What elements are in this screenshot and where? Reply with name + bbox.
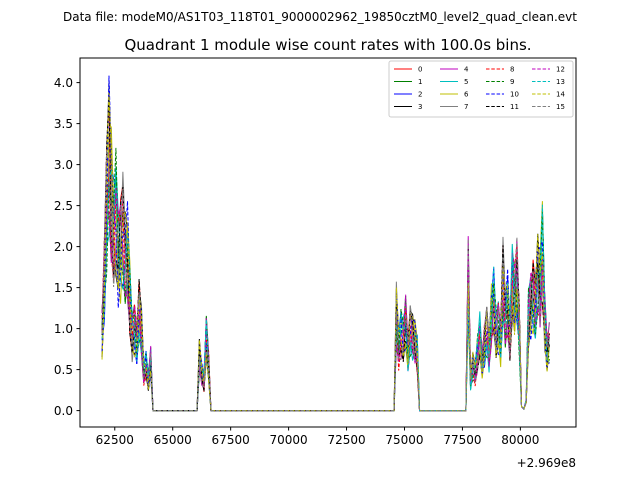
series-line-15 (101, 150, 550, 412)
legend-label-12: 12 (556, 66, 565, 74)
x-tick-label-0: 62500 (96, 433, 134, 447)
x-offset-label: +2.969e8 (517, 456, 576, 470)
x-tick-label-7: 80000 (501, 433, 539, 447)
series-line-9 (101, 147, 550, 412)
legend-label-11: 11 (510, 103, 519, 111)
legend-label-6: 6 (464, 91, 469, 99)
x-tick-label-2: 67500 (212, 433, 250, 447)
x-tick-label-4: 72500 (327, 433, 365, 447)
legend-label-7: 7 (464, 103, 468, 111)
legend-label-0: 0 (418, 66, 422, 74)
x-tick-label-5: 75000 (385, 433, 423, 447)
y-tick-label-6: 3.0 (54, 158, 73, 172)
legend-label-2: 2 (418, 91, 422, 99)
legend-label-3: 3 (418, 103, 422, 111)
legend-label-14: 14 (556, 91, 565, 99)
legend-label-5: 5 (464, 78, 468, 86)
y-tick-label-8: 4.0 (54, 76, 73, 90)
legend-box (388, 60, 574, 118)
legend-label-1: 1 (418, 78, 422, 86)
series-line-14 (101, 93, 550, 412)
legend-label-9: 9 (510, 78, 514, 86)
legend-label-4: 4 (464, 66, 469, 74)
series-line-13 (101, 169, 550, 412)
y-tick-label-5: 2.5 (54, 199, 73, 213)
axes-frame (79, 57, 577, 428)
series-line-10 (101, 75, 550, 412)
x-tick-label-6: 77500 (443, 433, 481, 447)
legend-label-13: 13 (556, 78, 565, 86)
x-tick-label-3: 70000 (270, 433, 308, 447)
y-tick-label-1: 0.5 (54, 363, 73, 377)
figure-suptitle: Data file: modeM0/AS1T03_118T01_90000029… (63, 10, 577, 24)
x-tick-label-1: 65000 (154, 433, 192, 447)
chart-title: Quadrant 1 module wise count rates with … (124, 36, 531, 54)
y-tick-label-0: 0.0 (54, 404, 73, 418)
series-lines (101, 75, 550, 412)
plot-area: 62500 65000 67500 70000 72500 75000 77500 80000… (54, 57, 577, 447)
y-tick-label-2: 1.0 (54, 322, 73, 336)
legend-label-10: 10 (510, 91, 519, 99)
legend-label-8: 8 (510, 66, 514, 74)
y-tick-label-4: 2.0 (54, 240, 73, 254)
y-tick-label-3: 1.5 (54, 281, 73, 295)
legend-label-15: 15 (556, 103, 565, 111)
y-tick-label-7: 3.5 (54, 117, 73, 131)
